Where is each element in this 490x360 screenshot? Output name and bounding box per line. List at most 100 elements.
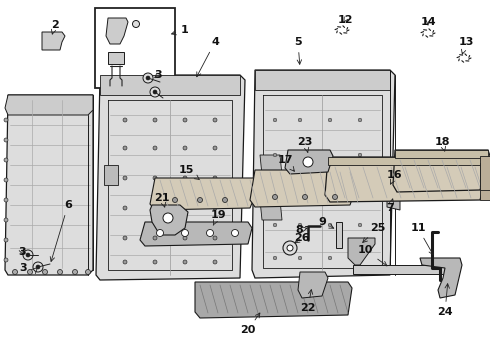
Text: 3: 3 [19,263,27,273]
Circle shape [153,176,157,180]
Circle shape [213,118,217,122]
Polygon shape [395,150,488,158]
Circle shape [273,256,277,260]
Polygon shape [260,155,282,175]
Circle shape [298,223,302,227]
Circle shape [287,245,293,251]
Circle shape [298,153,302,157]
Circle shape [213,206,217,210]
Polygon shape [104,165,118,185]
Circle shape [358,188,362,192]
Circle shape [358,153,362,157]
Circle shape [33,262,43,272]
Circle shape [43,270,48,274]
Polygon shape [195,282,352,318]
Circle shape [358,118,362,122]
Circle shape [143,73,153,83]
Polygon shape [348,238,375,265]
Circle shape [73,270,77,274]
Polygon shape [387,185,400,210]
Circle shape [302,194,308,199]
Circle shape [4,138,8,142]
Polygon shape [260,200,282,220]
Circle shape [153,118,157,122]
Polygon shape [252,70,395,278]
Polygon shape [353,265,448,274]
Text: 20: 20 [240,313,260,335]
Circle shape [358,223,362,227]
Circle shape [27,270,32,274]
Polygon shape [96,75,245,280]
Polygon shape [5,95,93,115]
Circle shape [206,230,214,237]
Circle shape [273,153,277,157]
Circle shape [273,188,277,192]
Polygon shape [285,150,333,174]
Circle shape [181,230,189,237]
Text: 3: 3 [154,70,162,80]
Circle shape [273,118,277,122]
Text: 19: 19 [210,210,226,225]
Text: 18: 18 [434,137,450,151]
Circle shape [328,188,332,192]
Polygon shape [42,32,65,50]
Text: 15: 15 [178,165,199,180]
Text: 22: 22 [300,290,316,313]
Circle shape [23,250,33,260]
Polygon shape [5,95,93,275]
Circle shape [213,236,217,240]
Circle shape [150,87,160,97]
Circle shape [213,146,217,150]
Circle shape [298,188,302,192]
Circle shape [213,176,217,180]
Circle shape [298,118,302,122]
Circle shape [303,157,313,167]
Circle shape [213,260,217,264]
Polygon shape [298,272,328,298]
Polygon shape [100,75,240,95]
Circle shape [85,270,91,274]
Circle shape [132,21,140,27]
Circle shape [273,223,277,227]
Polygon shape [328,157,488,165]
Circle shape [36,265,40,269]
Circle shape [123,260,127,264]
Circle shape [153,260,157,264]
Polygon shape [150,178,260,210]
Circle shape [156,230,164,237]
Text: 23: 23 [297,137,313,153]
Polygon shape [255,70,390,90]
Polygon shape [106,18,128,44]
Polygon shape [325,157,490,202]
Text: 9: 9 [318,217,334,228]
Circle shape [4,238,8,242]
Polygon shape [420,258,462,298]
Text: 8: 8 [295,225,307,235]
Circle shape [183,236,187,240]
Text: 10: 10 [357,245,387,266]
Text: 4: 4 [196,37,219,77]
Polygon shape [480,163,490,200]
Circle shape [298,256,302,260]
Text: 12: 12 [337,15,353,25]
Circle shape [328,223,332,227]
Circle shape [146,76,150,80]
Circle shape [26,253,30,257]
Circle shape [328,153,332,157]
Polygon shape [108,52,124,64]
Circle shape [153,146,157,150]
Circle shape [123,146,127,150]
Text: 21: 21 [154,193,170,207]
Text: 17: 17 [277,155,294,171]
Text: 7: 7 [386,199,394,213]
Text: 6: 6 [50,200,72,261]
Circle shape [197,198,202,202]
Circle shape [183,206,187,210]
Circle shape [123,236,127,240]
Circle shape [4,218,8,222]
Text: 14: 14 [420,17,436,27]
Circle shape [183,260,187,264]
Circle shape [153,236,157,240]
Polygon shape [336,222,342,248]
Circle shape [153,206,157,210]
